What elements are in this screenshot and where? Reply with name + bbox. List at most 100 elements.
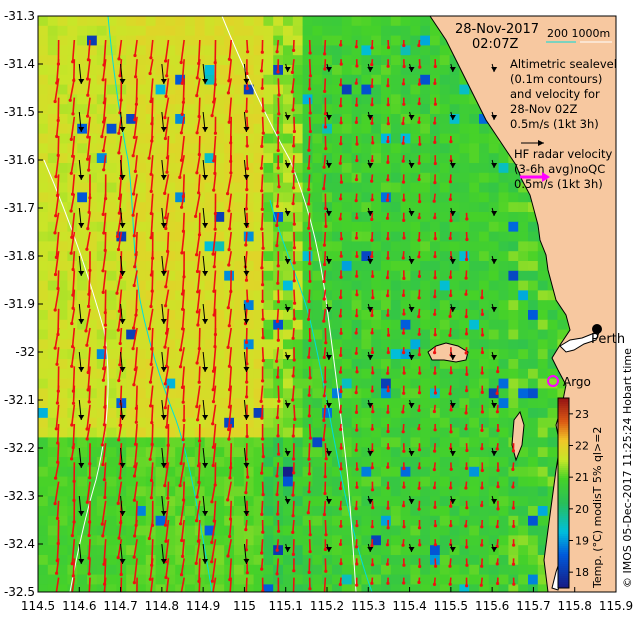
sst-cell [332,457,343,468]
sst-cell [185,398,196,409]
altimetry-arrow [284,399,291,409]
sst-cell [126,35,137,46]
sst-cell [498,212,509,223]
sst-cell [87,55,98,66]
sst-cell [292,182,304,193]
sst-cell [126,329,137,340]
sst-cell [57,65,68,76]
sst-cell [312,104,323,115]
colorbar-segment [558,428,569,431]
sst-cell [136,584,147,592]
sst-cell [459,251,470,262]
sst-cell [400,123,411,135]
hf-arrow [354,78,358,85]
sst-cell [361,231,372,242]
sst-cell [351,378,362,389]
sst-cell [155,457,166,468]
altimetry-arrow [449,495,456,505]
hf-arrow [133,155,138,173]
hf-arrow [433,385,437,395]
sst-cell [87,574,98,585]
sst-cell [57,349,68,360]
hf-arrow [339,135,343,146]
altimetry-arrow [202,63,209,85]
sst-cell [547,398,558,409]
sst-cell [312,339,323,350]
sst-cell [469,398,480,409]
hf-arrow [449,404,453,412]
hf-arrow [464,289,468,296]
sst-cell [87,280,98,291]
sst-cell [341,280,353,291]
sst-cell [518,280,529,291]
sst-cell [67,466,78,478]
sst-cell [351,437,362,448]
hf-arrow [210,481,217,504]
sst-cell [263,231,274,242]
sst-cell [361,202,372,213]
hf-arrow [276,423,280,438]
sst-cell [204,339,215,350]
sst-cell [47,349,59,360]
hf-arrow [418,135,422,146]
hf-arrow [260,500,264,517]
sst-cell [420,55,431,66]
sst-cell [537,486,549,497]
sst-cell [283,388,294,399]
sst-cell [224,437,235,448]
sst-cell [351,16,362,27]
sst-cell [126,515,137,527]
sst-cell [116,221,127,233]
sst-cell [420,35,431,46]
hf-arrow [339,519,343,528]
sst-cell [214,545,225,556]
colorbar-tick-label: 20 [575,503,589,516]
sst-cell [312,202,323,213]
sst-cell [273,486,284,497]
sst-cell [47,408,59,419]
sst-cell [145,427,157,438]
sst-cell [400,486,411,497]
sst-cell [106,525,117,536]
sst-cell [234,368,245,380]
sst-cell [96,359,108,370]
sst-cell [341,300,353,311]
sst-cell [332,525,343,536]
sst-cell [341,564,353,576]
sst-cell [498,555,509,566]
sst-cell [234,104,245,115]
sst-cell [136,182,147,193]
sst-cell [479,153,490,164]
hf-arrow [211,231,217,256]
sst-cell [185,94,196,105]
hf-arrow [370,558,375,567]
sst-cell [87,270,98,282]
hf-arrow [260,212,264,231]
sst-cell [371,408,382,419]
sst-cell [283,123,294,135]
sst-cell [243,515,255,527]
sst-cell [479,506,490,517]
sst-cell [508,545,519,556]
sst-cell [400,584,411,592]
sst-cell [400,153,411,164]
sst-cell [312,192,323,203]
sst-cell [312,280,323,291]
hf-arrow [55,558,60,575]
sst-cell [439,408,451,419]
hf-arrow [276,270,280,285]
sst-cell [439,525,451,536]
hf-arrow [448,385,452,396]
sst-cell [283,221,294,233]
sst-cell [47,329,59,340]
hf-arrow [212,251,217,269]
sst-cell [371,65,382,76]
sst-cell [518,515,529,527]
sst-cell [332,349,343,360]
sst-cell [498,359,509,370]
altimetry-arrow [202,207,209,229]
sst-cell [106,506,117,517]
sst-cell [145,280,157,291]
sst-cell [381,349,392,360]
sst-cell [263,261,274,272]
